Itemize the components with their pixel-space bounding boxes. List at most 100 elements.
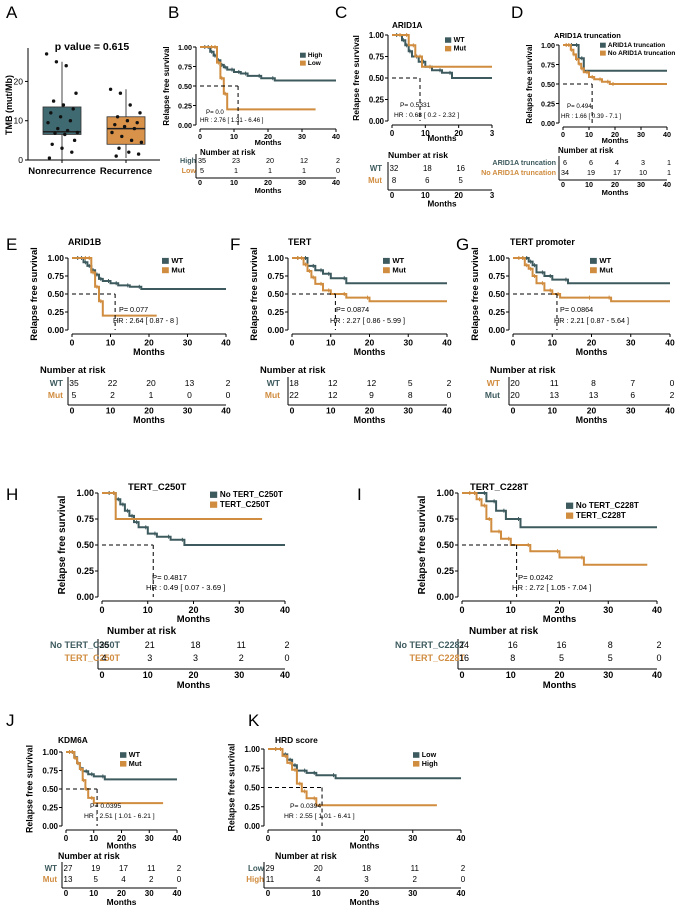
x-tick-label: 20	[360, 834, 369, 843]
x-tick-label: 30	[234, 605, 244, 615]
risk-count: 17	[119, 864, 128, 873]
x-tick-label: 10	[89, 834, 98, 843]
box-point	[47, 156, 52, 160]
risk-x-tick-label: 0	[198, 178, 202, 187]
box-point	[71, 107, 75, 111]
x-axis-label: Months	[427, 134, 457, 143]
hazard-ratio-text: HR : 2.21 [ 0.87 - 5.64 ]	[554, 316, 629, 325]
legend-label: Mut	[129, 759, 142, 768]
x-tick-label: 30	[408, 834, 417, 843]
risk-count: 2	[110, 390, 115, 400]
legend-swatch	[300, 52, 306, 58]
risk-row-label: WT	[370, 164, 382, 173]
risk-count: 9	[369, 390, 374, 400]
km-curve-a	[72, 257, 226, 290]
box-point	[54, 60, 59, 64]
km-curve-a	[513, 257, 670, 285]
p-value-text: P= 0.0864	[560, 305, 593, 314]
risk-count: 12	[300, 156, 308, 165]
y-tick-label: 0.25	[178, 102, 192, 111]
risk-count: 1	[234, 166, 238, 175]
y-tick-label: 0.00	[42, 822, 58, 831]
box-point	[70, 150, 74, 154]
box-point	[60, 146, 64, 150]
y-axis-label: Relapse free survival	[226, 743, 236, 831]
risk-x-tick-label: 10	[548, 406, 558, 416]
legend-label: TERT_C228T	[576, 511, 626, 520]
x-tick-label: 10	[326, 338, 336, 348]
risk-count: 21	[145, 640, 155, 650]
x-axis-label: Months	[350, 840, 380, 850]
risk-count: 0	[461, 875, 466, 884]
x-tick-label: 20	[611, 130, 619, 139]
y-axis-label: Relapse free survival	[525, 44, 534, 123]
x-tick-label: 40	[332, 132, 340, 141]
km-curve-b	[292, 257, 447, 303]
box-point	[44, 52, 49, 56]
legend-swatch	[120, 761, 127, 767]
risk-count: 22	[108, 378, 118, 388]
y-tick-label: 0.75	[42, 767, 58, 776]
x-tick-label: 10	[506, 605, 516, 615]
legend-swatch	[120, 752, 127, 758]
risk-count: 4	[121, 875, 126, 884]
y-tick-label: 0.25	[76, 566, 94, 576]
risk-count: 8	[392, 176, 396, 185]
km-curve-b	[563, 44, 667, 85]
risk-x-axis-label: Months	[543, 680, 577, 691]
legend-label: Mut	[454, 46, 467, 53]
x-tick-label: 0	[511, 338, 516, 348]
risk-count: 20	[266, 156, 274, 165]
x-axis-label: Months	[133, 347, 165, 357]
box-point	[128, 103, 132, 107]
y-tick-label: 0.75	[267, 271, 284, 281]
risk-count: 12	[367, 378, 377, 388]
panel-title: TERT_C228T	[470, 482, 528, 493]
km-curve-b	[72, 257, 157, 317]
risk-row-label: WT	[50, 378, 64, 388]
y-tick-label: 0.50	[488, 289, 505, 299]
risk-count: 3	[193, 653, 198, 663]
risk-row-label: No TERT_C228T	[395, 640, 466, 650]
risk-row-label: WT	[45, 864, 58, 873]
risk-count: 8	[591, 378, 596, 388]
x-tick-label: 30	[183, 338, 193, 348]
risk-count: 2	[177, 864, 182, 873]
risk-count: 2	[447, 378, 452, 388]
box-point	[56, 126, 60, 131]
x-tick-label: 0	[561, 130, 565, 139]
p-value-text: P= 0.0394	[290, 803, 321, 810]
box-point	[135, 120, 139, 125]
risk-row-label: TERT_C250T	[64, 653, 120, 663]
km-panel-d: D ARID1A truncation 0.00 0.25 0.50 0.75 1.00 0 1…	[481, 3, 675, 197]
y-tick-label: 0.25	[488, 307, 505, 317]
risk-row-label: WT	[267, 378, 281, 388]
x-tick-label: 10	[421, 129, 430, 138]
risk-table-title: Number at risk	[58, 851, 120, 861]
risk-x-axis-label: Months	[427, 199, 457, 208]
risk-count: 2	[284, 640, 289, 650]
box-point	[51, 99, 56, 103]
p-value-text: P= 0.0	[206, 109, 224, 116]
risk-table-title: Number at risk	[107, 626, 177, 637]
risk-count: 1	[667, 168, 671, 177]
x-tick-label: 40	[663, 130, 671, 139]
box-point	[132, 126, 137, 131]
legend-label: ARID1A truncation	[608, 42, 665, 49]
y-tick-label: 0	[18, 155, 23, 165]
x-tick-label: 0	[64, 834, 69, 843]
legend-label: No TERT_C250T	[220, 490, 283, 499]
risk-count: 2	[461, 864, 466, 873]
risk-x-tick-label: 0	[390, 191, 395, 200]
risk-count: 16	[459, 653, 469, 663]
km-curve-b	[268, 748, 437, 807]
x-category-label: Nonrecurrence	[28, 166, 96, 177]
y-axis-label: Relapse free survival	[417, 495, 428, 594]
y-tick-label: 1.00	[267, 253, 284, 263]
y-tick-label: 0.25	[436, 566, 454, 576]
risk-x-tick-label: 40	[280, 670, 290, 680]
legend-swatch	[162, 267, 169, 274]
y-tick-label: 1.00	[47, 253, 64, 263]
y-tick-label: 0.25	[47, 307, 64, 317]
